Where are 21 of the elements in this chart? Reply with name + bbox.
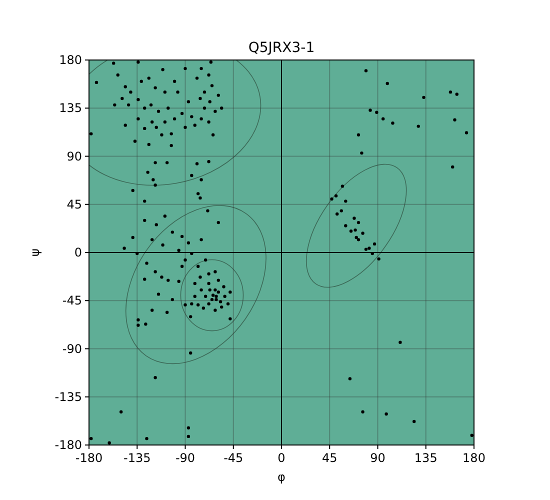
x-tick-label: 45 [322, 451, 338, 465]
x-tick-label: -135 [124, 451, 151, 465]
x-tick-label: 180 [462, 451, 486, 465]
y-tick-label: -135 [54, 390, 82, 404]
x-tick-label: 135 [414, 451, 438, 465]
y-tick-label: -45 [62, 294, 82, 308]
y-tick-label: -180 [54, 438, 82, 452]
chart-title: Q5JRX3-1 [248, 40, 315, 56]
y-axis-title: ψ [28, 248, 42, 256]
x-axis-title: φ [278, 470, 286, 484]
y-tick-label: 45 [66, 197, 82, 212]
x-tick-label: -45 [224, 451, 244, 465]
y-tick-label: -90 [62, 342, 82, 356]
x-tick-label: -180 [75, 451, 103, 465]
y-tick-label: 180 [59, 53, 82, 67]
x-tick-label: -90 [175, 451, 196, 465]
y-tick-label: 0 [74, 246, 82, 260]
x-tick-label: 90 [370, 451, 386, 465]
x-tick-label: 0 [278, 451, 286, 465]
y-tick-label: 135 [59, 101, 82, 116]
y-tick-label: 90 [66, 149, 82, 164]
